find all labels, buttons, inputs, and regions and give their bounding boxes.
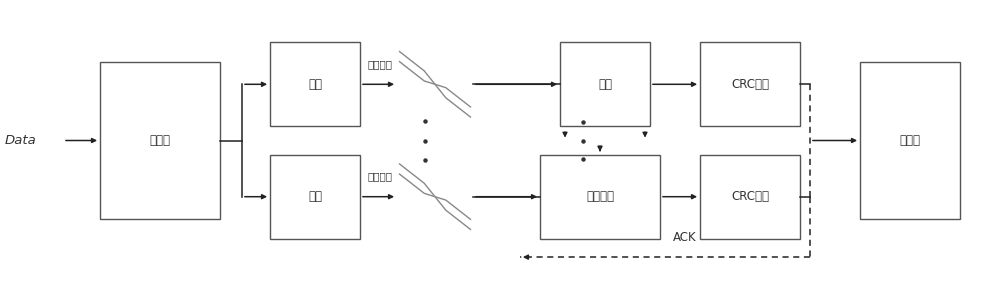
Bar [560,42,650,126]
Text: 合并解码: 合并解码 [586,190,614,203]
Bar [270,155,360,239]
Text: 冗余序列: 冗余序列 [368,171,393,181]
Bar [700,155,800,239]
Text: ACK: ACK [673,232,697,244]
Text: Data: Data [5,134,37,147]
Text: CRC校验: CRC校验 [731,78,769,91]
Text: 解码: 解码 [598,78,612,91]
Text: 编码序列: 编码序列 [368,59,393,69]
Text: 编码: 编码 [308,190,322,203]
Text: 接收端: 接收端 [900,134,920,147]
Bar [540,155,660,239]
Text: 发送端: 发送端 [150,134,170,147]
Bar [700,42,800,126]
Bar [860,62,960,219]
Bar [100,62,220,219]
Text: CRC校验: CRC校验 [731,190,769,203]
Bar [270,42,360,126]
Text: 编码: 编码 [308,78,322,91]
